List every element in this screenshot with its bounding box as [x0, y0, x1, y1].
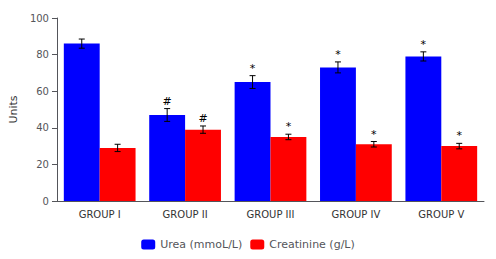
- svg-text:GROUP I: GROUP I: [79, 209, 121, 220]
- svg-text:*: *: [456, 129, 462, 142]
- svg-text:60: 60: [36, 86, 49, 97]
- svg-text:Creatinine (g/L): Creatinine (g/L): [269, 238, 355, 251]
- svg-text:GROUP III: GROUP III: [247, 209, 295, 220]
- svg-text:80: 80: [36, 49, 49, 60]
- svg-text:GROUP V: GROUP V: [418, 209, 464, 220]
- svg-text:*: *: [286, 120, 292, 133]
- svg-text:#: #: [163, 95, 172, 108]
- svg-text:*: *: [250, 62, 256, 75]
- svg-text:Urea (mmoL/L): Urea (mmoL/L): [160, 238, 242, 251]
- svg-text:0: 0: [43, 196, 49, 207]
- svg-text:*: *: [371, 128, 377, 141]
- svg-text:*: *: [421, 38, 427, 51]
- svg-text:*: *: [335, 48, 341, 61]
- svg-text:20: 20: [36, 159, 49, 170]
- svg-text:100: 100: [30, 13, 49, 24]
- svg-text:GROUP IV: GROUP IV: [331, 209, 380, 220]
- svg-text:GROUP II: GROUP II: [163, 209, 208, 220]
- svg-text:40: 40: [36, 122, 49, 133]
- svg-text:#: #: [198, 112, 207, 125]
- svg-text:Units: Units: [7, 95, 20, 123]
